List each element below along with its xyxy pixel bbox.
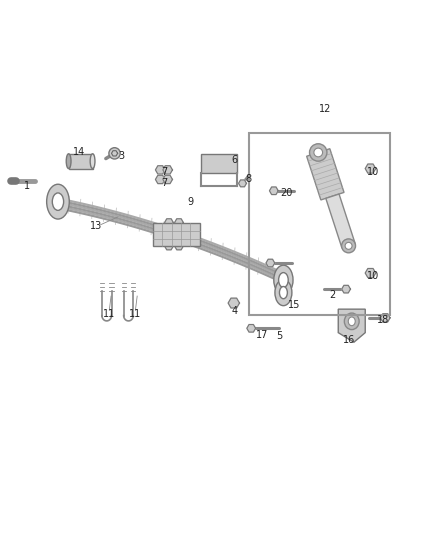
Polygon shape bbox=[266, 259, 275, 267]
Circle shape bbox=[345, 243, 352, 249]
Polygon shape bbox=[201, 154, 237, 173]
Polygon shape bbox=[163, 175, 173, 183]
Text: 11: 11 bbox=[129, 309, 141, 319]
Text: 5: 5 bbox=[276, 331, 282, 341]
Bar bbox=[153, 223, 200, 246]
Polygon shape bbox=[307, 149, 344, 200]
Polygon shape bbox=[381, 314, 390, 322]
Polygon shape bbox=[175, 219, 184, 227]
Ellipse shape bbox=[274, 265, 293, 295]
Circle shape bbox=[109, 148, 120, 159]
Ellipse shape bbox=[279, 287, 287, 298]
Text: 20: 20 bbox=[280, 188, 293, 198]
Text: 6: 6 bbox=[231, 155, 237, 165]
Text: 3: 3 bbox=[118, 150, 124, 160]
Ellipse shape bbox=[66, 154, 71, 168]
Polygon shape bbox=[165, 243, 173, 250]
Ellipse shape bbox=[52, 193, 64, 211]
Polygon shape bbox=[269, 187, 278, 195]
Bar bbox=[249, 133, 390, 315]
Text: 16: 16 bbox=[343, 335, 355, 345]
Text: 7: 7 bbox=[162, 167, 168, 176]
Text: 7: 7 bbox=[162, 178, 168, 188]
Polygon shape bbox=[239, 180, 247, 187]
Polygon shape bbox=[338, 309, 365, 342]
Text: 9: 9 bbox=[187, 197, 194, 207]
Polygon shape bbox=[326, 194, 355, 248]
Circle shape bbox=[314, 148, 322, 157]
Polygon shape bbox=[247, 325, 255, 332]
Ellipse shape bbox=[348, 317, 355, 326]
Text: 8: 8 bbox=[246, 174, 252, 184]
Polygon shape bbox=[165, 219, 173, 227]
Polygon shape bbox=[365, 164, 376, 173]
Ellipse shape bbox=[275, 279, 292, 305]
Text: 2: 2 bbox=[329, 290, 335, 300]
Text: 17: 17 bbox=[255, 330, 268, 340]
Polygon shape bbox=[163, 166, 173, 174]
Text: 13: 13 bbox=[90, 221, 102, 231]
Polygon shape bbox=[228, 298, 240, 308]
Polygon shape bbox=[155, 175, 165, 183]
Ellipse shape bbox=[90, 154, 95, 168]
Bar bbox=[69, 154, 92, 168]
Circle shape bbox=[310, 144, 327, 161]
Text: 11: 11 bbox=[103, 309, 116, 319]
Text: 14: 14 bbox=[73, 148, 85, 157]
Text: 15: 15 bbox=[288, 300, 300, 310]
Ellipse shape bbox=[344, 313, 359, 329]
Polygon shape bbox=[112, 151, 117, 156]
Ellipse shape bbox=[279, 272, 288, 287]
Polygon shape bbox=[365, 269, 376, 278]
Text: 1: 1 bbox=[25, 181, 31, 191]
Polygon shape bbox=[342, 285, 350, 293]
Text: 10: 10 bbox=[367, 271, 380, 281]
Text: 12: 12 bbox=[319, 104, 332, 114]
Text: 18: 18 bbox=[378, 314, 390, 325]
Text: 4: 4 bbox=[231, 306, 237, 316]
Polygon shape bbox=[175, 243, 184, 250]
Ellipse shape bbox=[47, 184, 69, 219]
Text: 10: 10 bbox=[367, 167, 380, 176]
Polygon shape bbox=[155, 166, 165, 174]
Circle shape bbox=[342, 239, 356, 253]
